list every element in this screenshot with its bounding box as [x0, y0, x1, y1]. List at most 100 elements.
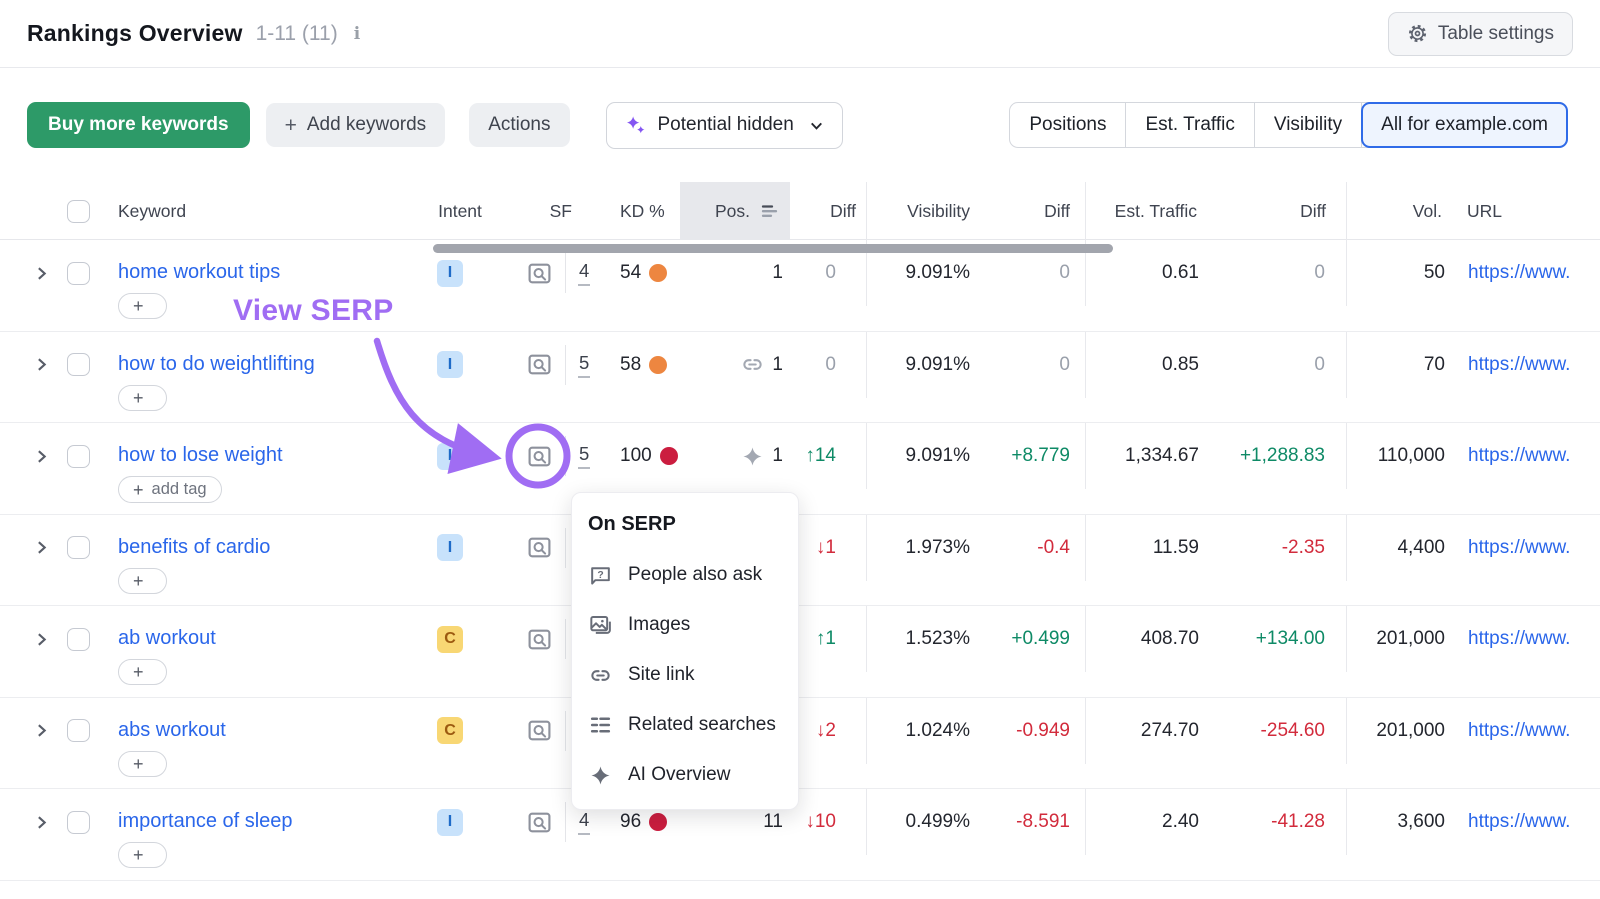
people-also-ask-icon: ? [588, 563, 613, 588]
column-header-pos[interactable]: Pos. [680, 182, 790, 240]
row-checkbox[interactable] [66, 627, 90, 651]
add-tag-button[interactable]: + [118, 842, 167, 868]
buy-more-keywords-button[interactable]: Buy more keywords [27, 102, 250, 148]
est-traffic-value: 0.61 [1162, 262, 1199, 283]
result-url-link[interactable]: https://www. [1468, 262, 1571, 283]
view-serp-icon[interactable] [526, 809, 553, 836]
intent-badge: I [437, 442, 463, 470]
sparkles-icon [624, 114, 647, 137]
popup-item-site-link[interactable]: Site link [586, 650, 784, 700]
view-serp-icon[interactable] [526, 260, 553, 287]
traffic-diff: +134.00 [1210, 606, 1347, 672]
potential-hidden-dropdown[interactable]: Potential hidden [605, 101, 843, 149]
serp-features-count[interactable]: 4 [578, 809, 591, 835]
potential-hidden-label: Potential hidden [657, 114, 794, 135]
table-settings-button[interactable]: Table settings [1387, 11, 1573, 56]
serp-features-count[interactable]: 4 [578, 260, 591, 286]
actions-button[interactable]: Actions [469, 103, 570, 147]
horizontal-scrollbar[interactable] [433, 244, 1113, 253]
images-icon [588, 613, 613, 638]
position-value: 1 [772, 353, 783, 375]
serp-features-count[interactable]: 5 [578, 352, 591, 378]
column-header-volume[interactable]: Vol. [1412, 200, 1442, 221]
result-url-link[interactable]: https://www. [1468, 719, 1571, 741]
keyword-link[interactable]: how to lose weight [118, 444, 283, 466]
add-tag-button[interactable]: + [118, 750, 167, 777]
add-tag-button[interactable]: + [118, 384, 167, 411]
result-url-link[interactable]: https://www. [1468, 628, 1571, 649]
row-checkbox[interactable] [66, 353, 90, 376]
column-header-intent[interactable]: Intent [438, 200, 482, 221]
expand-row-chevron[interactable] [0, 332, 56, 398]
info-icon[interactable]: i [353, 23, 361, 44]
keyword-link[interactable]: how to do weightlifting [118, 352, 315, 375]
column-header-sf[interactable]: SF [549, 200, 572, 221]
popup-item-related-searches[interactable]: Related searches [586, 700, 784, 750]
expand-row-chevron[interactable] [0, 789, 56, 855]
view-serp-icon[interactable] [526, 717, 553, 744]
result-url-link[interactable]: https://www. [1468, 353, 1571, 375]
column-header-kd[interactable]: KD % [620, 200, 665, 221]
result-range: 1-11 (11) [255, 21, 338, 45]
column-header-keyword[interactable]: Keyword [118, 200, 187, 221]
expand-row-chevron[interactable] [0, 240, 56, 306]
popup-item-ai-overview[interactable]: AI Overview [586, 750, 784, 800]
keyword-link[interactable]: benefits of cardio [118, 535, 271, 558]
tab-visibility[interactable]: Visibility [1255, 103, 1363, 147]
tab-all-for-example-com[interactable]: All for example.com [1361, 102, 1568, 148]
plus-icon: + [284, 113, 297, 137]
add-tag-button[interactable]: + add tag [118, 476, 222, 503]
chevron-right-icon [38, 449, 47, 463]
serp-features-count[interactable]: 5 [578, 443, 591, 469]
expand-row-chevron[interactable] [0, 606, 56, 672]
kd-value: 58 [620, 353, 642, 375]
view-serp-icon[interactable] [526, 626, 553, 653]
view-serp-icon[interactable] [526, 443, 553, 470]
intent-badge: I [437, 351, 463, 378]
column-header-visibility-diff[interactable]: Diff [990, 182, 1086, 240]
divider [565, 253, 566, 293]
visibility-value: 9.091% [905, 262, 970, 283]
view-serp-icon[interactable] [526, 534, 553, 561]
popup-item-images[interactable]: Images [586, 600, 784, 650]
est-traffic-value: 1,334.67 [1125, 445, 1199, 466]
column-header-pos-diff[interactable]: Diff [790, 182, 867, 240]
expand-row-chevron[interactable] [0, 423, 56, 489]
result-url-link[interactable]: https://www. [1468, 445, 1571, 466]
row-checkbox[interactable] [66, 444, 90, 468]
tab-positions[interactable]: Positions [1010, 103, 1127, 147]
add-tag-button[interactable]: + [118, 293, 167, 319]
table-row: how to do weightlifting + I 5 58 [0, 331, 1600, 423]
header-expand-spacer [0, 182, 56, 240]
expand-row-chevron[interactable] [0, 515, 56, 581]
keyword-link[interactable]: home workout tips [118, 261, 281, 283]
row-checkbox[interactable] [66, 810, 90, 834]
divider [565, 527, 566, 568]
popup-item-people-also-ask[interactable]: ? People also ask [586, 550, 784, 600]
divider [565, 436, 566, 476]
add-tag-button[interactable]: + [118, 567, 167, 594]
column-header-visibility[interactable]: Visibility [907, 200, 970, 221]
row-checkbox[interactable] [66, 536, 90, 559]
column-header-url[interactable]: URL [1467, 200, 1503, 221]
intent-badge: C [437, 717, 463, 744]
plus-icon: + [133, 296, 144, 316]
column-header-est-traffic[interactable]: Est. Traffic [1114, 200, 1197, 221]
visibility-diff: -0.4 [990, 514, 1086, 581]
keyword-link[interactable]: abs workout [118, 718, 226, 741]
row-checkbox[interactable] [66, 719, 90, 742]
tab-est-traffic[interactable]: Est. Traffic [1126, 103, 1255, 147]
divider [565, 344, 566, 385]
row-checkbox[interactable] [66, 261, 90, 285]
result-url-link[interactable]: https://www. [1468, 536, 1571, 558]
result-url-link[interactable]: https://www. [1468, 811, 1571, 832]
expand-row-chevron[interactable] [0, 698, 56, 764]
divider [565, 619, 566, 659]
keyword-link[interactable]: ab workout [118, 627, 216, 649]
column-header-traffic-diff[interactable]: Diff [1210, 182, 1347, 240]
view-serp-icon[interactable] [526, 351, 553, 378]
add-keywords-button[interactable]: + Add keywords [265, 103, 446, 147]
select-all-checkbox[interactable] [56, 182, 100, 240]
add-tag-button[interactable]: + [118, 659, 167, 685]
keyword-link[interactable]: importance of sleep [118, 810, 293, 832]
